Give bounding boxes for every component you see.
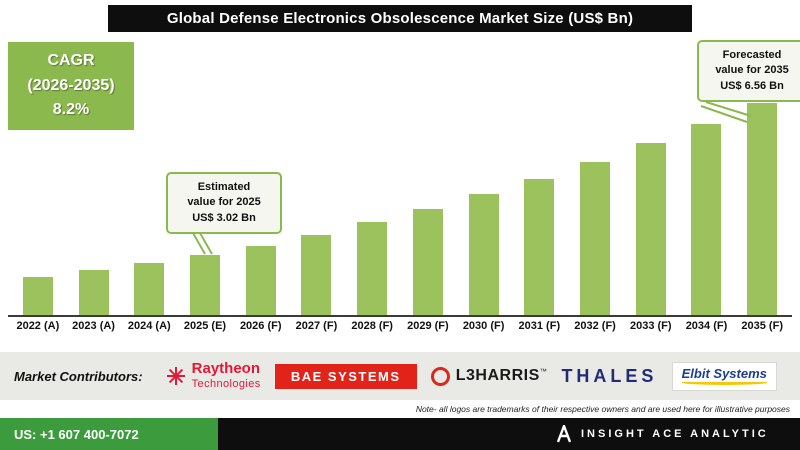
bar-2022 (A)	[22, 277, 53, 315]
raytheon-line1: Raytheon	[191, 360, 260, 378]
x-axis-label: 2035 (F)	[741, 320, 783, 332]
bar-slot	[734, 102, 790, 315]
elbit-swoosh	[681, 381, 767, 385]
x-axis-labels: 2022 (A) 2023 (A) 2024 (A) 2025 (E) 2026 (F)…	[8, 320, 792, 332]
bar-2032 (F)	[580, 161, 611, 315]
bar-2027 (F)	[301, 234, 332, 315]
brand-name: INSIGHT ACE ANALYTIC	[581, 428, 769, 440]
chart-title-bar: Global Defense Electronics Obsolescence …	[108, 5, 692, 32]
l3harris-logo: L3HARRIS™	[430, 366, 548, 386]
bar-slot	[289, 234, 345, 315]
contributor-logos: Raytheon Technologies BAE SYSTEMS L3HARR…	[143, 360, 800, 391]
bar-slot	[511, 178, 567, 315]
bar-slot	[456, 194, 512, 315]
x-axis-label: 2028 (F)	[351, 320, 393, 332]
thales-logo: THALES	[561, 365, 658, 386]
bar-2034 (F)	[691, 123, 722, 315]
x-axis-label: 2022 (A)	[16, 320, 60, 332]
x-axis-label: 2034 (F)	[685, 320, 728, 332]
elbit-wordmark: Elbit Systems	[681, 365, 767, 381]
x-axis-label: 2032 (F)	[574, 320, 616, 332]
x-axis-label: 2025 (E)	[183, 320, 227, 332]
bar-slot	[623, 143, 679, 315]
x-axis-label: 2026 (F)	[239, 320, 282, 332]
phone-badge: US: +1 607 400-7072	[0, 418, 218, 450]
cagr-range: (2026-2035)	[27, 76, 115, 94]
bar-2030 (F)	[468, 194, 499, 315]
raytheon-starburst-icon	[166, 367, 185, 385]
raytheon-wordmark: Raytheon Technologies	[192, 360, 261, 391]
x-axis-label: 2023 (A)	[72, 320, 115, 332]
bar-2025 (E)	[190, 254, 221, 315]
bar-slot	[567, 161, 623, 315]
bar-2024 (A)	[134, 262, 165, 315]
x-axis-label: 2027 (F)	[295, 320, 338, 332]
bar-slot	[177, 254, 233, 315]
brand-block: INSIGHT ACE ANALYTIC	[556, 418, 769, 450]
elbit-systems-logo: Elbit Systems	[671, 361, 777, 391]
cagr-value: 8.2%	[52, 101, 90, 119]
bar-slot	[121, 262, 177, 315]
bar-2033 (F)	[635, 143, 666, 315]
forecast-value-callout: Forecasted value for 2035 US$ 6.56 Bn	[697, 40, 800, 103]
bar-slot	[233, 245, 289, 315]
bar-2029 (F)	[412, 208, 443, 315]
raytheon-line2: Technologies	[191, 378, 261, 391]
bar-2026 (F)	[245, 245, 276, 315]
bar-slot	[400, 208, 456, 315]
cagr-box: CAGR (2026-2035) 8.2%	[8, 42, 134, 130]
bar-2031 (F)	[524, 178, 555, 315]
bar-2035 (F)	[747, 102, 778, 315]
estimated-value-callout: Estimated value for 2025 US$ 3.02 Bn	[166, 172, 282, 235]
bae-systems-logo: BAE SYSTEMS	[274, 363, 417, 389]
market-contributors-strip: Market Contributors: Raytheon Technologi…	[0, 352, 800, 400]
x-axis-label: 2024 (A)	[127, 320, 171, 332]
x-axis-label: 2030 (F)	[462, 320, 505, 332]
l3harris-wordmark: L3HARRIS™	[455, 367, 548, 384]
x-axis-label: 2031 (F)	[518, 320, 561, 332]
bar-slot	[66, 269, 122, 315]
bar-slot	[679, 123, 735, 315]
l3harris-ring-icon	[430, 366, 450, 386]
bar-2028 (F)	[357, 222, 388, 315]
logo-disclaimer-note: Note- all logos are trademarks of their …	[415, 404, 790, 414]
footer-bar: US: +1 607 400-7072 INSIGHT ACE ANALYTIC	[0, 418, 800, 450]
x-axis-label: 2029 (F)	[407, 320, 449, 332]
bar-2023 (A)	[78, 269, 109, 315]
x-axis-label: 2033 (F)	[629, 320, 672, 332]
insight-ace-logo	[556, 425, 572, 443]
raytheon-technologies-logo: Raytheon Technologies	[166, 360, 261, 391]
market-contributors-label: Market Contributors:	[14, 368, 143, 384]
bar-slot	[10, 277, 66, 315]
chart-title: Global Defense Electronics Obsolescence …	[166, 10, 634, 27]
l3harris-trademark: ™	[539, 368, 548, 376]
cagr-label: CAGR	[47, 51, 95, 69]
bar-slot	[344, 222, 400, 315]
bar-chart	[8, 40, 792, 317]
